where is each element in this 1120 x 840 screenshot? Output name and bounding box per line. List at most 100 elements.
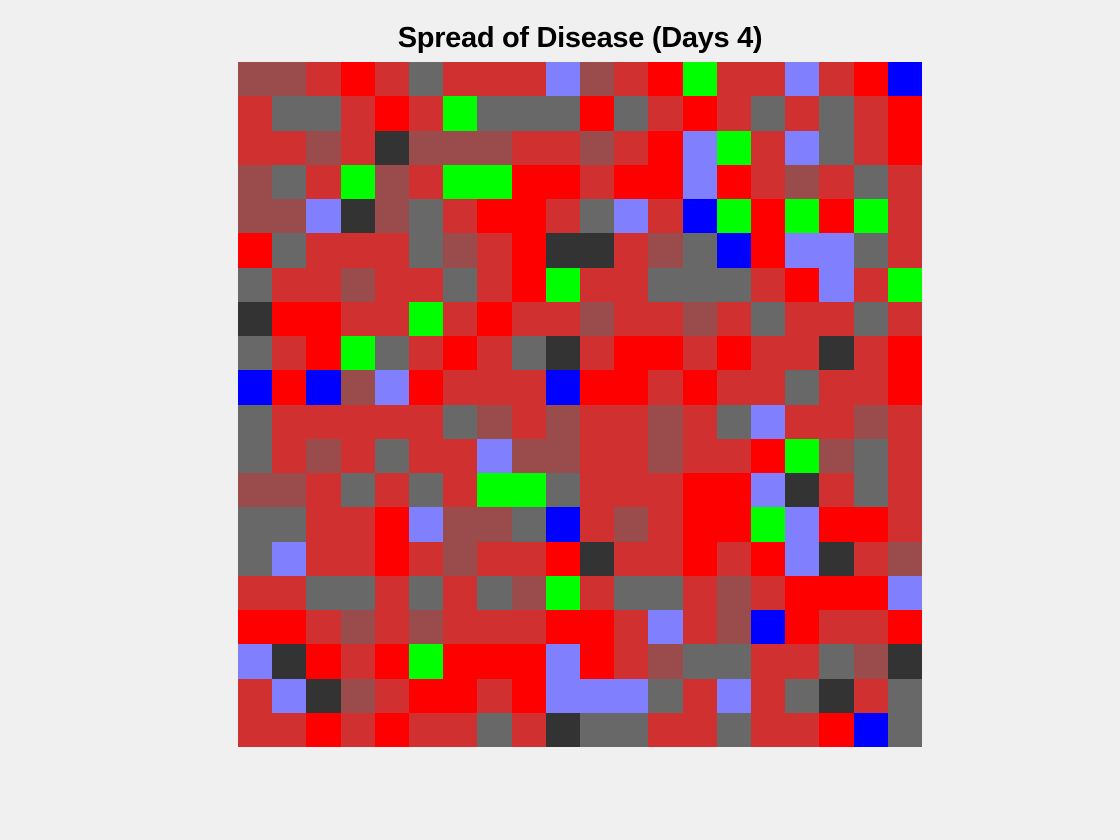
- grid-cell: [683, 644, 718, 680]
- grid-cell: [614, 542, 649, 577]
- grid-cell: [683, 713, 718, 747]
- grid-cell: [409, 302, 444, 337]
- grid-cell: [546, 268, 581, 303]
- grid-cell: [375, 576, 410, 611]
- grid-cell: [648, 473, 684, 508]
- grid-cell: [580, 439, 615, 474]
- grid-cell: [238, 713, 273, 747]
- grid-cell: [717, 62, 752, 97]
- grid-cell: [272, 336, 307, 371]
- grid-cell: [306, 165, 342, 200]
- grid-cell: [785, 233, 820, 269]
- grid-cell: [272, 679, 307, 714]
- grid-cell: [751, 370, 786, 406]
- grid-cell: [341, 165, 376, 200]
- grid-cell: [306, 507, 342, 543]
- grid-cell: [272, 370, 307, 406]
- grid-cell: [341, 644, 376, 680]
- grid-cell: [306, 713, 342, 747]
- grid-cell: [580, 62, 615, 97]
- grid-cell: [888, 96, 922, 132]
- grid-cell: [854, 439, 889, 474]
- grid-cell: [648, 96, 684, 132]
- grid-cell: [409, 679, 444, 714]
- grid-cell: [238, 199, 273, 234]
- grid-cell: [751, 713, 786, 747]
- grid-cell: [375, 131, 410, 166]
- grid-cell: [477, 679, 513, 714]
- grid-cell: [854, 336, 889, 371]
- grid-cell: [341, 131, 376, 166]
- grid-cell: [888, 473, 922, 508]
- grid-cell: [785, 542, 820, 577]
- grid-cell: [751, 610, 786, 645]
- grid-cell: [375, 370, 410, 406]
- grid-cell: [717, 165, 752, 200]
- grid-cell: [614, 336, 649, 371]
- grid-cell: [648, 542, 684, 577]
- grid-cell: [785, 507, 820, 543]
- grid-cell: [614, 62, 649, 97]
- grid-cell: [512, 439, 547, 474]
- grid-cell: [717, 713, 752, 747]
- grid-cell: [443, 610, 478, 645]
- grid-cell: [238, 405, 273, 440]
- grid-cell: [751, 96, 786, 132]
- grid-cell: [512, 131, 547, 166]
- grid-cell: [819, 610, 855, 645]
- grid-cell: [683, 96, 718, 132]
- grid-cell: [306, 576, 342, 611]
- grid-cell: [819, 96, 855, 132]
- grid-cell: [512, 610, 547, 645]
- grid-cell: [443, 302, 478, 337]
- grid-cell: [341, 439, 376, 474]
- grid-cell: [648, 165, 684, 200]
- grid-cell: [546, 165, 581, 200]
- grid-cell: [512, 679, 547, 714]
- grid-cell: [888, 199, 922, 234]
- grid-cell: [546, 610, 581, 645]
- grid-cell: [443, 131, 478, 166]
- grid-cell: [785, 336, 820, 371]
- grid-cell: [546, 713, 581, 747]
- grid-cell: [272, 405, 307, 440]
- grid-cell: [477, 199, 513, 234]
- grid-cell: [546, 370, 581, 406]
- grid-cell: [409, 370, 444, 406]
- grid-cell: [477, 644, 513, 680]
- grid-cell: [272, 542, 307, 577]
- grid-cell: [785, 679, 820, 714]
- grid-cell: [409, 542, 444, 577]
- grid-cell: [648, 679, 684, 714]
- grid-cell: [375, 679, 410, 714]
- grid-cell: [341, 233, 376, 269]
- grid-cell: [751, 165, 786, 200]
- grid-cell: [580, 473, 615, 508]
- grid-cell: [443, 507, 478, 543]
- grid-cell: [341, 370, 376, 406]
- grid-cell: [306, 268, 342, 303]
- grid-cell: [751, 439, 786, 474]
- grid-cell: [409, 62, 444, 97]
- grid-cell: [614, 268, 649, 303]
- grid-cell: [717, 405, 752, 440]
- grid-cell: [785, 165, 820, 200]
- grid-cell: [648, 131, 684, 166]
- grid-cell: [272, 507, 307, 543]
- grid-cell: [717, 268, 752, 303]
- grid-cell: [512, 233, 547, 269]
- grid-cell: [580, 542, 615, 577]
- grid-cell: [375, 542, 410, 577]
- grid-cell: [854, 542, 889, 577]
- grid-cell: [785, 62, 820, 97]
- grid-cell: [375, 62, 410, 97]
- grid-cell: [477, 370, 513, 406]
- grid-cell: [717, 302, 752, 337]
- grid-cell: [443, 439, 478, 474]
- grid-cell: [306, 131, 342, 166]
- grid-cell: [580, 336, 615, 371]
- grid-cell: [717, 439, 752, 474]
- grid-cell: [683, 610, 718, 645]
- grid-cell: [683, 336, 718, 371]
- grid-cell: [341, 542, 376, 577]
